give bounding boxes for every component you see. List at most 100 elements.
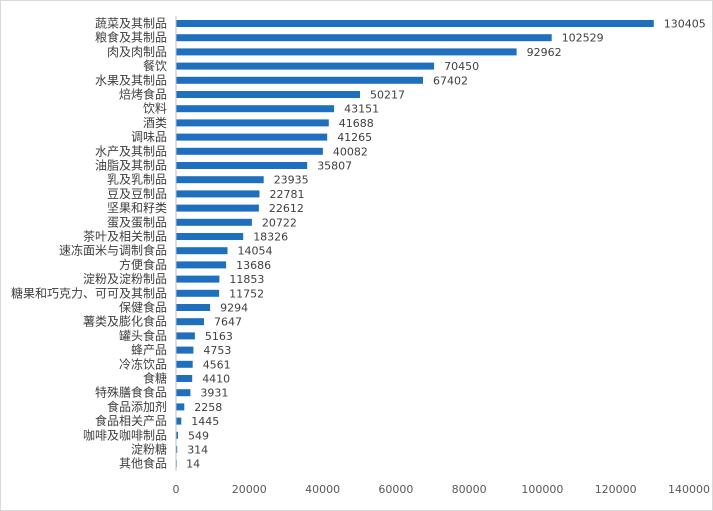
data-label: 18326 [253, 231, 288, 244]
category-label: 豆及豆制品 [107, 187, 167, 201]
data-label: 4561 [203, 358, 231, 371]
data-label: 67402 [433, 74, 468, 87]
data-label: 22612 [269, 202, 304, 215]
data-label: 35807 [317, 160, 352, 173]
x-tick-label: 0 [173, 483, 180, 496]
bar [176, 304, 211, 311]
category-label: 蛋及蛋制品 [107, 215, 167, 229]
category-label: 粮食及其制品 [95, 30, 167, 45]
category-label: 饮料 [143, 102, 167, 116]
bar [176, 34, 552, 42]
category-label: 罐头食品 [119, 328, 167, 343]
bar [176, 233, 244, 240]
x-axis-ticks: 0 20000 40000 60000 80000 100000 120000 140000 [173, 483, 711, 496]
category-label: 淀粉及淀粉制品 [83, 272, 167, 286]
category-label: 蜂产品 [131, 343, 167, 357]
data-label: 549 [188, 429, 209, 442]
data-label: 4410 [202, 373, 230, 386]
category-label: 蔬菜及其制品 [95, 17, 167, 31]
bar [176, 275, 220, 283]
bar [176, 360, 193, 368]
x-tick-label: 120000 [595, 483, 637, 496]
data-label: 20722 [262, 216, 297, 229]
bar [176, 105, 335, 113]
category-label: 薯类及膨化食品 [83, 314, 167, 329]
data-label: 41265 [337, 131, 372, 144]
bar [176, 162, 308, 169]
data-label: 40082 [333, 145, 368, 158]
category-label: 方便食品 [119, 257, 167, 272]
data-label: 14 [186, 458, 200, 471]
x-tick-label: 40000 [305, 483, 340, 496]
category-label: 食品相关产品 [95, 413, 167, 428]
data-label: 5163 [205, 330, 233, 343]
category-label: 水产及其制品 [95, 144, 167, 158]
bar [176, 190, 260, 198]
category-label: 食糖 [143, 371, 167, 386]
bar [176, 389, 191, 397]
data-label: 41688 [339, 117, 374, 130]
bar [176, 62, 435, 70]
category-label: 油脂及其制品 [95, 158, 167, 173]
category-label: 特殊膳食食品 [95, 385, 167, 400]
bar [176, 431, 178, 439]
data-label: 43151 [344, 103, 379, 116]
bar [176, 20, 654, 27]
data-label: 314 [187, 444, 208, 457]
bar [176, 403, 185, 411]
data-label: 22781 [270, 188, 305, 201]
category-label: 水果及其制品 [95, 73, 167, 87]
bar [176, 204, 259, 212]
bar [176, 417, 182, 425]
data-label: 130405 [664, 18, 706, 31]
category-label: 酒类 [143, 116, 167, 130]
x-tick-label: 80000 [452, 483, 487, 496]
x-tick-label: 60000 [378, 483, 413, 496]
category-label: 餐饮 [143, 58, 167, 73]
data-label: 7647 [214, 316, 242, 329]
bar [176, 76, 423, 84]
data-label: 92962 [527, 46, 562, 59]
data-label: 23935 [274, 174, 309, 187]
category-label: 冷冻饮品 [119, 356, 167, 371]
data-label: 50217 [370, 89, 405, 102]
data-label: 11752 [229, 287, 264, 300]
data-label: 70450 [444, 60, 479, 73]
data-label: 1445 [191, 415, 219, 428]
category-label: 糖果和巧克力、可可及其制品 [11, 285, 167, 300]
data-label: 11853 [229, 273, 264, 286]
bar [176, 218, 252, 226]
data-label: 4753 [203, 344, 231, 357]
category-label: 淀粉糖 [131, 442, 167, 457]
category-label: 焙烤食品 [119, 87, 167, 102]
x-tick-label: 140000 [668, 483, 710, 496]
category-label: 肉及肉制品 [107, 45, 167, 59]
bar [176, 119, 329, 127]
category-label: 调味品 [131, 130, 167, 144]
bar [176, 446, 178, 453]
data-label: 3931 [200, 387, 228, 400]
bar [176, 346, 194, 354]
bar [176, 318, 204, 326]
category-label: 咖啡及咖啡制品 [83, 427, 167, 442]
x-tick-label: 100000 [521, 483, 563, 496]
bar [176, 48, 517, 56]
data-label: 14054 [238, 245, 273, 258]
bar [176, 375, 193, 382]
category-label: 茶叶及相关制品 [83, 229, 167, 244]
category-label: 保健食品 [119, 300, 167, 315]
data-label: 2258 [194, 401, 222, 414]
category-label: 坚果和籽类 [107, 201, 167, 215]
category-labels: 蔬菜及其制品粮食及其制品肉及肉制品餐饮水果及其制品焙烤食品饮料酒类调味品水产及其… [11, 17, 167, 471]
bar [176, 176, 264, 184]
bars-layer [176, 20, 654, 468]
bar [176, 332, 195, 340]
x-tick-label: 20000 [232, 483, 267, 496]
category-label: 乳及乳制品 [107, 173, 167, 187]
category-label: 速冻面米与调制食品 [59, 243, 167, 258]
data-label: 9294 [220, 302, 248, 315]
bar [176, 147, 323, 155]
